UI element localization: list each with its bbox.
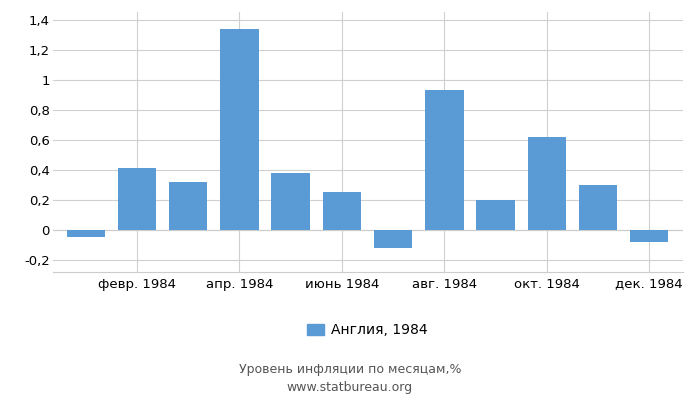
Bar bbox=[374, 230, 412, 248]
Bar bbox=[118, 168, 156, 230]
Bar bbox=[323, 192, 361, 230]
Bar bbox=[528, 137, 566, 230]
Bar bbox=[425, 90, 463, 230]
Bar bbox=[169, 182, 207, 230]
Bar bbox=[476, 200, 514, 230]
Bar bbox=[272, 173, 310, 230]
Bar bbox=[579, 185, 617, 230]
Bar bbox=[66, 230, 105, 238]
Text: Уровень инфляции по месяцам,%: Уровень инфляции по месяцам,% bbox=[239, 364, 461, 376]
Bar bbox=[630, 230, 668, 242]
Bar bbox=[220, 28, 259, 230]
Text: www.statbureau.org: www.statbureau.org bbox=[287, 382, 413, 394]
Legend: Англия, 1984: Англия, 1984 bbox=[307, 323, 428, 337]
